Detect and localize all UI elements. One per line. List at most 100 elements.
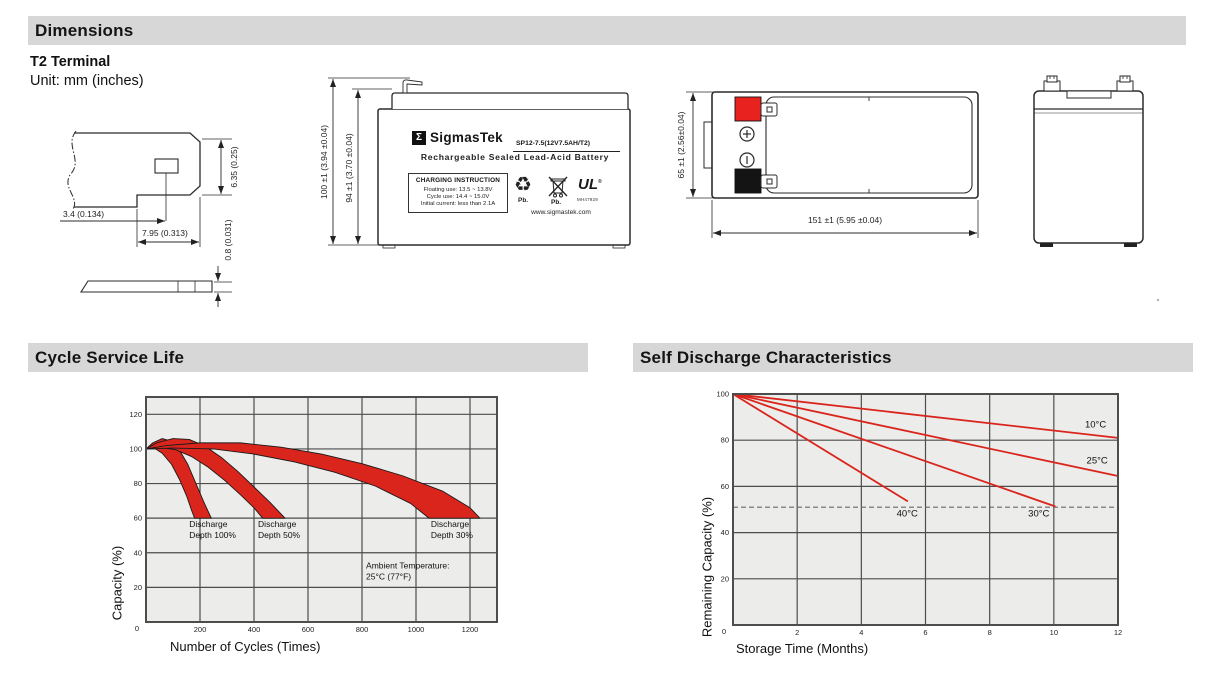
- charging-line-3: Initial current: less than 2.1A: [420, 201, 496, 207]
- side-view-drawing: [1033, 75, 1144, 247]
- svg-text:Depth 30%: Depth 30%: [431, 530, 473, 540]
- svg-text:30°C: 30°C: [1028, 508, 1049, 519]
- discharge-band: [145, 438, 286, 519]
- cycle-section-title: Cycle Service Life: [35, 348, 185, 367]
- battery-side-body: [1033, 90, 1144, 244]
- charging-title: CHARGING INSTRUCTION: [415, 177, 501, 184]
- terminal-blade-edge-view: [79, 280, 213, 293]
- svg-text:100: 100: [129, 444, 142, 453]
- svg-text:600: 600: [302, 625, 315, 634]
- terminal-detail-drawing: [60, 130, 232, 307]
- svg-text:400: 400: [248, 625, 261, 634]
- cycle-section-bar: Cycle Service Life: [28, 343, 588, 372]
- ul-file-number: MH47929: [577, 197, 598, 202]
- svg-text:1200: 1200: [462, 625, 479, 634]
- svg-text:20: 20: [721, 574, 729, 583]
- svg-text:Depth 100%: Depth 100%: [189, 530, 236, 540]
- charts-layer: 200 400 600 800 1000 1200204060801001200Disch…: [129, 390, 1122, 638]
- svg-text:Ambient Temperature:: Ambient Temperature:: [366, 560, 449, 570]
- svg-text:6: 6: [923, 628, 927, 637]
- svg-text:20: 20: [134, 583, 142, 592]
- svg-text:200: 200: [194, 625, 207, 634]
- negative-symbol-icon: [739, 152, 755, 168]
- top-view-width-label: 65 ±1 (2.56±0.04): [676, 111, 686, 179]
- svg-text:8: 8: [988, 628, 992, 637]
- top-view-case: [711, 91, 979, 199]
- recycle-pb-icon: ♻: [514, 174, 532, 196]
- front-case-height-label: 94 ±1 (3.70 ±0.04): [344, 133, 354, 203]
- front-view-drawing: [328, 77, 631, 249]
- svg-text:Discharge: Discharge: [189, 519, 228, 529]
- svg-text:120: 120: [129, 410, 142, 419]
- svg-text:4: 4: [859, 628, 863, 637]
- svg-text:40: 40: [721, 528, 729, 537]
- charging-line-2: Cycle use: 14.4 ~ 15.0V: [426, 194, 490, 200]
- dimensions-title: Dimensions: [35, 21, 134, 40]
- self-x-axis-title: Storage Time (Months): [736, 641, 869, 656]
- discharge-band: [145, 442, 481, 519]
- positive-terminal-pad: [734, 96, 762, 122]
- unit-note: Unit: mm (inches): [30, 73, 144, 89]
- svg-text:800: 800: [356, 625, 369, 634]
- svg-text:1000: 1000: [408, 625, 425, 634]
- top-view-side-rib: [703, 121, 713, 169]
- svg-text:Discharge: Discharge: [431, 519, 470, 529]
- self-discharge-section-title: Self Discharge Characteristics: [640, 348, 892, 367]
- svg-text:10: 10: [1050, 628, 1058, 637]
- model-underline: [513, 151, 620, 152]
- charging-line-1: Floating use: 13.5 ~ 13.8V: [423, 187, 493, 193]
- top-view-length-label: 151 ±1 (5.95 ±0.04): [807, 215, 883, 225]
- self-discharge-section-bar: Self Discharge Characteristics: [633, 343, 1193, 372]
- ul-certification-icon: UL®: [578, 176, 602, 193]
- charging-instruction-box: CHARGING INSTRUCTION Floating use: 13.5 …: [408, 173, 508, 213]
- series-line: [732, 393, 1119, 439]
- chart-area: 200 400 600 800 1000 1200204060801001200Disch…: [129, 396, 498, 634]
- crossed-bin-pb-icon: [548, 176, 568, 198]
- top-view-drawing: [686, 91, 979, 238]
- dim-pitch-label: 7.95 (0.313): [142, 228, 188, 238]
- cycle-x-axis-title: Number of Cycles (Times): [170, 639, 321, 654]
- svg-text:40: 40: [134, 548, 142, 557]
- terminal-dimple: [154, 158, 179, 174]
- svg-text:10°C: 10°C: [1085, 419, 1106, 430]
- stray-mark: [1157, 299, 1159, 301]
- svg-text:12: 12: [1114, 628, 1122, 637]
- cycle-y-axis-title: Capacity (%): [109, 545, 125, 621]
- series-line: [732, 393, 1056, 508]
- brand-name: SigmasTek: [430, 130, 503, 145]
- model-number: SP12-7.5(12V7.5AH/T2): [516, 140, 591, 147]
- self-y-axis-title: Remaining Capacity (%): [699, 496, 715, 638]
- svg-text:60: 60: [721, 482, 729, 491]
- svg-text:80: 80: [134, 479, 142, 488]
- break-line: [67, 130, 77, 210]
- positive-symbol-icon: [739, 126, 755, 142]
- negative-terminal-pad: [734, 168, 762, 194]
- svg-text:0: 0: [722, 627, 726, 636]
- battery-subtitle: Rechargeable Sealed Lead-Acid Battery: [420, 152, 610, 162]
- pb-bin-label: Pb.: [551, 199, 562, 206]
- front-terminal-tab: [402, 79, 423, 94]
- svg-text:100: 100: [716, 390, 729, 399]
- svg-text:2: 2: [795, 628, 799, 637]
- svg-text:Discharge: Discharge: [258, 519, 297, 529]
- website-url: www.sigmastek.com: [531, 209, 591, 216]
- svg-text:25°C (77°F): 25°C (77°F): [366, 571, 411, 581]
- svg-text:60: 60: [134, 514, 142, 523]
- svg-text:40°C: 40°C: [897, 508, 918, 519]
- dim-height-label: 6.35 (0.25): [229, 146, 239, 188]
- svg-text:0: 0: [135, 624, 139, 633]
- sigmastek-logo-icon: Σ: [412, 131, 426, 145]
- dim-thickness-label: 0.8 (0.031): [223, 219, 233, 261]
- chart-line: 2 4 6 8 10 12 20 40 60 80 100 0 10°C 25°C 30°C 40°C: [716, 390, 1122, 638]
- series-line: [732, 393, 909, 503]
- dim-offset-label: 3.4 (0.134): [63, 209, 105, 219]
- terminal-type-title: T2 Terminal: [30, 54, 111, 70]
- series-line: [732, 393, 1119, 477]
- side-view-handle-recess: [1066, 90, 1112, 99]
- svg-text:Depth 50%: Depth 50%: [258, 530, 300, 540]
- front-total-height-label: 100 ±1 (3.94 ±0.04): [319, 124, 329, 200]
- svg-text:25°C: 25°C: [1087, 455, 1108, 466]
- battery-front-lid: [391, 92, 629, 109]
